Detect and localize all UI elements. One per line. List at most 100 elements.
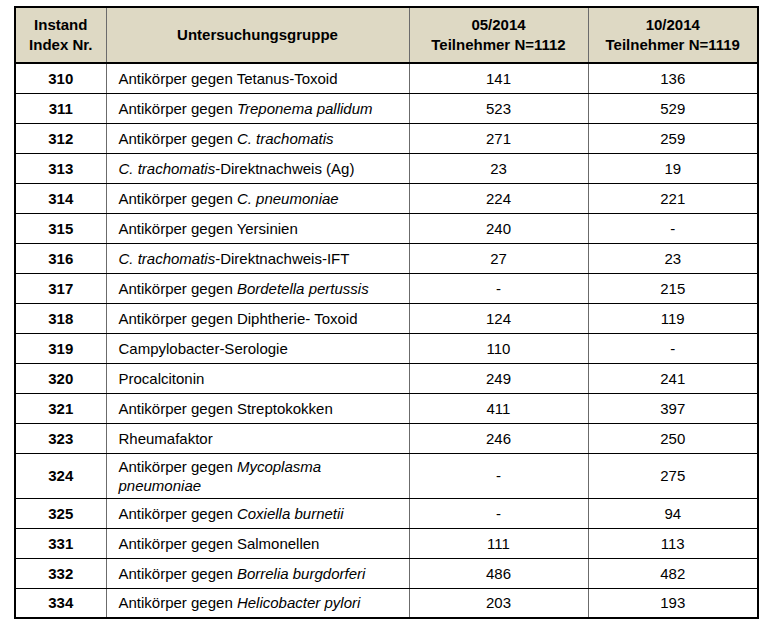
header-row: Instand Index Nr. Untersuchungsgruppe 05…: [15, 7, 758, 63]
teilnehmer-05-2014-cell: -: [409, 498, 588, 528]
species-name-italic: C. pneumoniae: [237, 190, 339, 207]
untersuchungsgruppe-cell: Antikörper gegen Salmonellen: [106, 528, 409, 558]
teilnehmer-05-2014-cell: 240: [409, 213, 588, 243]
group-name-text: Antikörper gegen: [119, 565, 237, 582]
untersuchungsgruppe-cell: Procalcitonin: [106, 363, 409, 393]
untersuchungsgruppe-cell: Antikörper gegen Mycoplasmapneumoniae: [106, 453, 409, 498]
col-header-instand-index: Instand Index Nr.: [15, 7, 106, 63]
teilnehmer-05-2014-cell: 249: [409, 363, 588, 393]
teilnehmer-10-2014-cell: 215: [588, 273, 758, 303]
teilnehmer-10-2014-cell: 259: [588, 123, 758, 153]
teilnehmer-05-2014-cell: -: [409, 453, 588, 498]
table-row: 324Antikörper gegen Mycoplasmapneumoniae…: [15, 453, 758, 498]
untersuchungsgruppe-cell: Antikörper gegen C. pneumoniae: [106, 183, 409, 213]
group-name-text: Antikörper gegen Salmonellen: [119, 535, 320, 552]
table-row: 334 Antikörper gegen Helicobacter pylori 2…: [15, 588, 758, 618]
table-row: 318Antikörper gegen Diphtherie- Toxoid12…: [15, 303, 758, 333]
untersuchungsgruppe-cell: Campylobacter-Serologie: [106, 333, 409, 363]
untersuchungsgruppe-cell: Antikörper gegen Streptokokken: [106, 393, 409, 423]
table-row: 316C. trachomatis-Direktnachweis-IFT2723: [15, 243, 758, 273]
table-row: 319Campylobacter-Serologie110-: [15, 333, 758, 363]
species-name-italic: pneumoniae: [119, 477, 202, 494]
teilnehmer-10-2014-cell: -: [588, 213, 758, 243]
index-nr-cell: 331: [15, 528, 106, 558]
untersuchungsgruppe-cell: Antikörper gegen C. trachomatis: [106, 123, 409, 153]
species-name-italic: Coxiella burnetii: [237, 505, 344, 522]
species-name-italic: Helicobacter pylori: [237, 594, 360, 611]
teilnehmer-10-2014-cell: 136: [588, 63, 758, 93]
species-name-italic: C. trachomatis: [237, 130, 334, 147]
table-row: 323Rheumafaktor246250: [15, 423, 758, 453]
group-name-text: Antikörper gegen: [119, 594, 237, 611]
species-name-italic: C. trachomatis: [119, 160, 216, 177]
teilnehmer-10-2014-cell: 221: [588, 183, 758, 213]
index-nr-cell: 332: [15, 558, 106, 588]
teilnehmer-05-2014-cell: 224: [409, 183, 588, 213]
index-nr-cell: 320: [15, 363, 106, 393]
table-header: Instand Index Nr. Untersuchungsgruppe 05…: [15, 7, 758, 63]
table-row: 332Antikörper gegen Borrelia burgdorferi…: [15, 558, 758, 588]
untersuchungsgruppe-cell: C. trachomatis-Direktnachweis (Ag): [106, 153, 409, 183]
index-nr-cell: 313: [15, 153, 106, 183]
table-row: 312Antikörper gegen C. trachomatis271259: [15, 123, 758, 153]
document-page: Instand Index Nr. Untersuchungsgruppe 05…: [0, 0, 771, 630]
group-name-text: Antikörper gegen Streptokokken: [119, 400, 333, 417]
index-nr-cell: 314: [15, 183, 106, 213]
teilnehmer-10-2014-cell: 193: [588, 588, 758, 618]
index-nr-cell: 310: [15, 63, 106, 93]
table-row: 315Antikörper gegen Yersinien240-: [15, 213, 758, 243]
results-table: Instand Index Nr. Untersuchungsgruppe 05…: [14, 6, 759, 619]
teilnehmer-05-2014-cell: 246: [409, 423, 588, 453]
group-name-text: Antikörper gegen: [119, 190, 237, 207]
group-name-text: Antikörper gegen: [119, 458, 237, 475]
teilnehmer-05-2014-cell: -: [409, 273, 588, 303]
untersuchungsgruppe-cell: Antikörper gegen Tetanus-Toxoid: [106, 63, 409, 93]
teilnehmer-10-2014-cell: 113: [588, 528, 758, 558]
teilnehmer-10-2014-cell: 94: [588, 498, 758, 528]
teilnehmer-10-2014-cell: 119: [588, 303, 758, 333]
teilnehmer-05-2014-cell: 27: [409, 243, 588, 273]
table-row: 331 Antikörper gegen Salmonellen 111113: [15, 528, 758, 558]
untersuchungsgruppe-cell: Antikörper gegen Treponema pallidum: [106, 93, 409, 123]
teilnehmer-05-2014-cell: 124: [409, 303, 588, 333]
group-name-text: Antikörper gegen: [119, 280, 237, 297]
teilnehmer-10-2014-cell: 250: [588, 423, 758, 453]
index-nr-cell: 324: [15, 453, 106, 498]
table-row: 321Antikörper gegen Streptokokken411397: [15, 393, 758, 423]
table-row: 310Antikörper gegen Tetanus-Toxoid141136: [15, 63, 758, 93]
species-name-italic: C. trachomatis: [119, 250, 216, 267]
col-header-10-2014: 10/2014 Teilnehmer N=1119: [588, 7, 758, 63]
index-nr-cell: 318: [15, 303, 106, 333]
teilnehmer-10-2014-cell: 275: [588, 453, 758, 498]
table-row: 317Antikörper gegen Bordetella pertussis…: [15, 273, 758, 303]
species-name-italic: Bordetella pertussis: [237, 280, 369, 297]
index-nr-cell: 317: [15, 273, 106, 303]
table-row: 311Antikörper gegen Treponema pallidum52…: [15, 93, 758, 123]
teilnehmer-05-2014-cell: 141: [409, 63, 588, 93]
untersuchungsgruppe-cell: Antikörper gegen Bordetella pertussis: [106, 273, 409, 303]
teilnehmer-05-2014-cell: 111: [409, 528, 588, 558]
group-name-text: -Direktnachweis (Ag): [215, 160, 354, 177]
teilnehmer-10-2014-cell: 482: [588, 558, 758, 588]
untersuchungsgruppe-cell: Rheumafaktor: [106, 423, 409, 453]
teilnehmer-05-2014-cell: 271: [409, 123, 588, 153]
group-name-text: Procalcitonin: [119, 370, 205, 387]
index-nr-cell: 319: [15, 333, 106, 363]
teilnehmer-10-2014-cell: 19: [588, 153, 758, 183]
table-row: 325 Antikörper gegen Coxiella burnetii -94: [15, 498, 758, 528]
teilnehmer-05-2014-cell: 486: [409, 558, 588, 588]
index-nr-cell: 334: [15, 588, 106, 618]
group-name-text: Antikörper gegen: [119, 100, 237, 117]
species-name-italic: Treponema pallidum: [237, 100, 373, 117]
teilnehmer-10-2014-cell: 397: [588, 393, 758, 423]
index-nr-cell: 321: [15, 393, 106, 423]
group-name-text: Antikörper gegen: [119, 505, 237, 522]
teilnehmer-05-2014-cell: 110: [409, 333, 588, 363]
table-body: 310Antikörper gegen Tetanus-Toxoid141136…: [15, 63, 758, 618]
index-nr-cell: 312: [15, 123, 106, 153]
index-nr-cell: 311: [15, 93, 106, 123]
group-name-text: Antikörper gegen Yersinien: [119, 220, 298, 237]
teilnehmer-05-2014-cell: 203: [409, 588, 588, 618]
teilnehmer-05-2014-cell: 23: [409, 153, 588, 183]
index-nr-cell: 325: [15, 498, 106, 528]
